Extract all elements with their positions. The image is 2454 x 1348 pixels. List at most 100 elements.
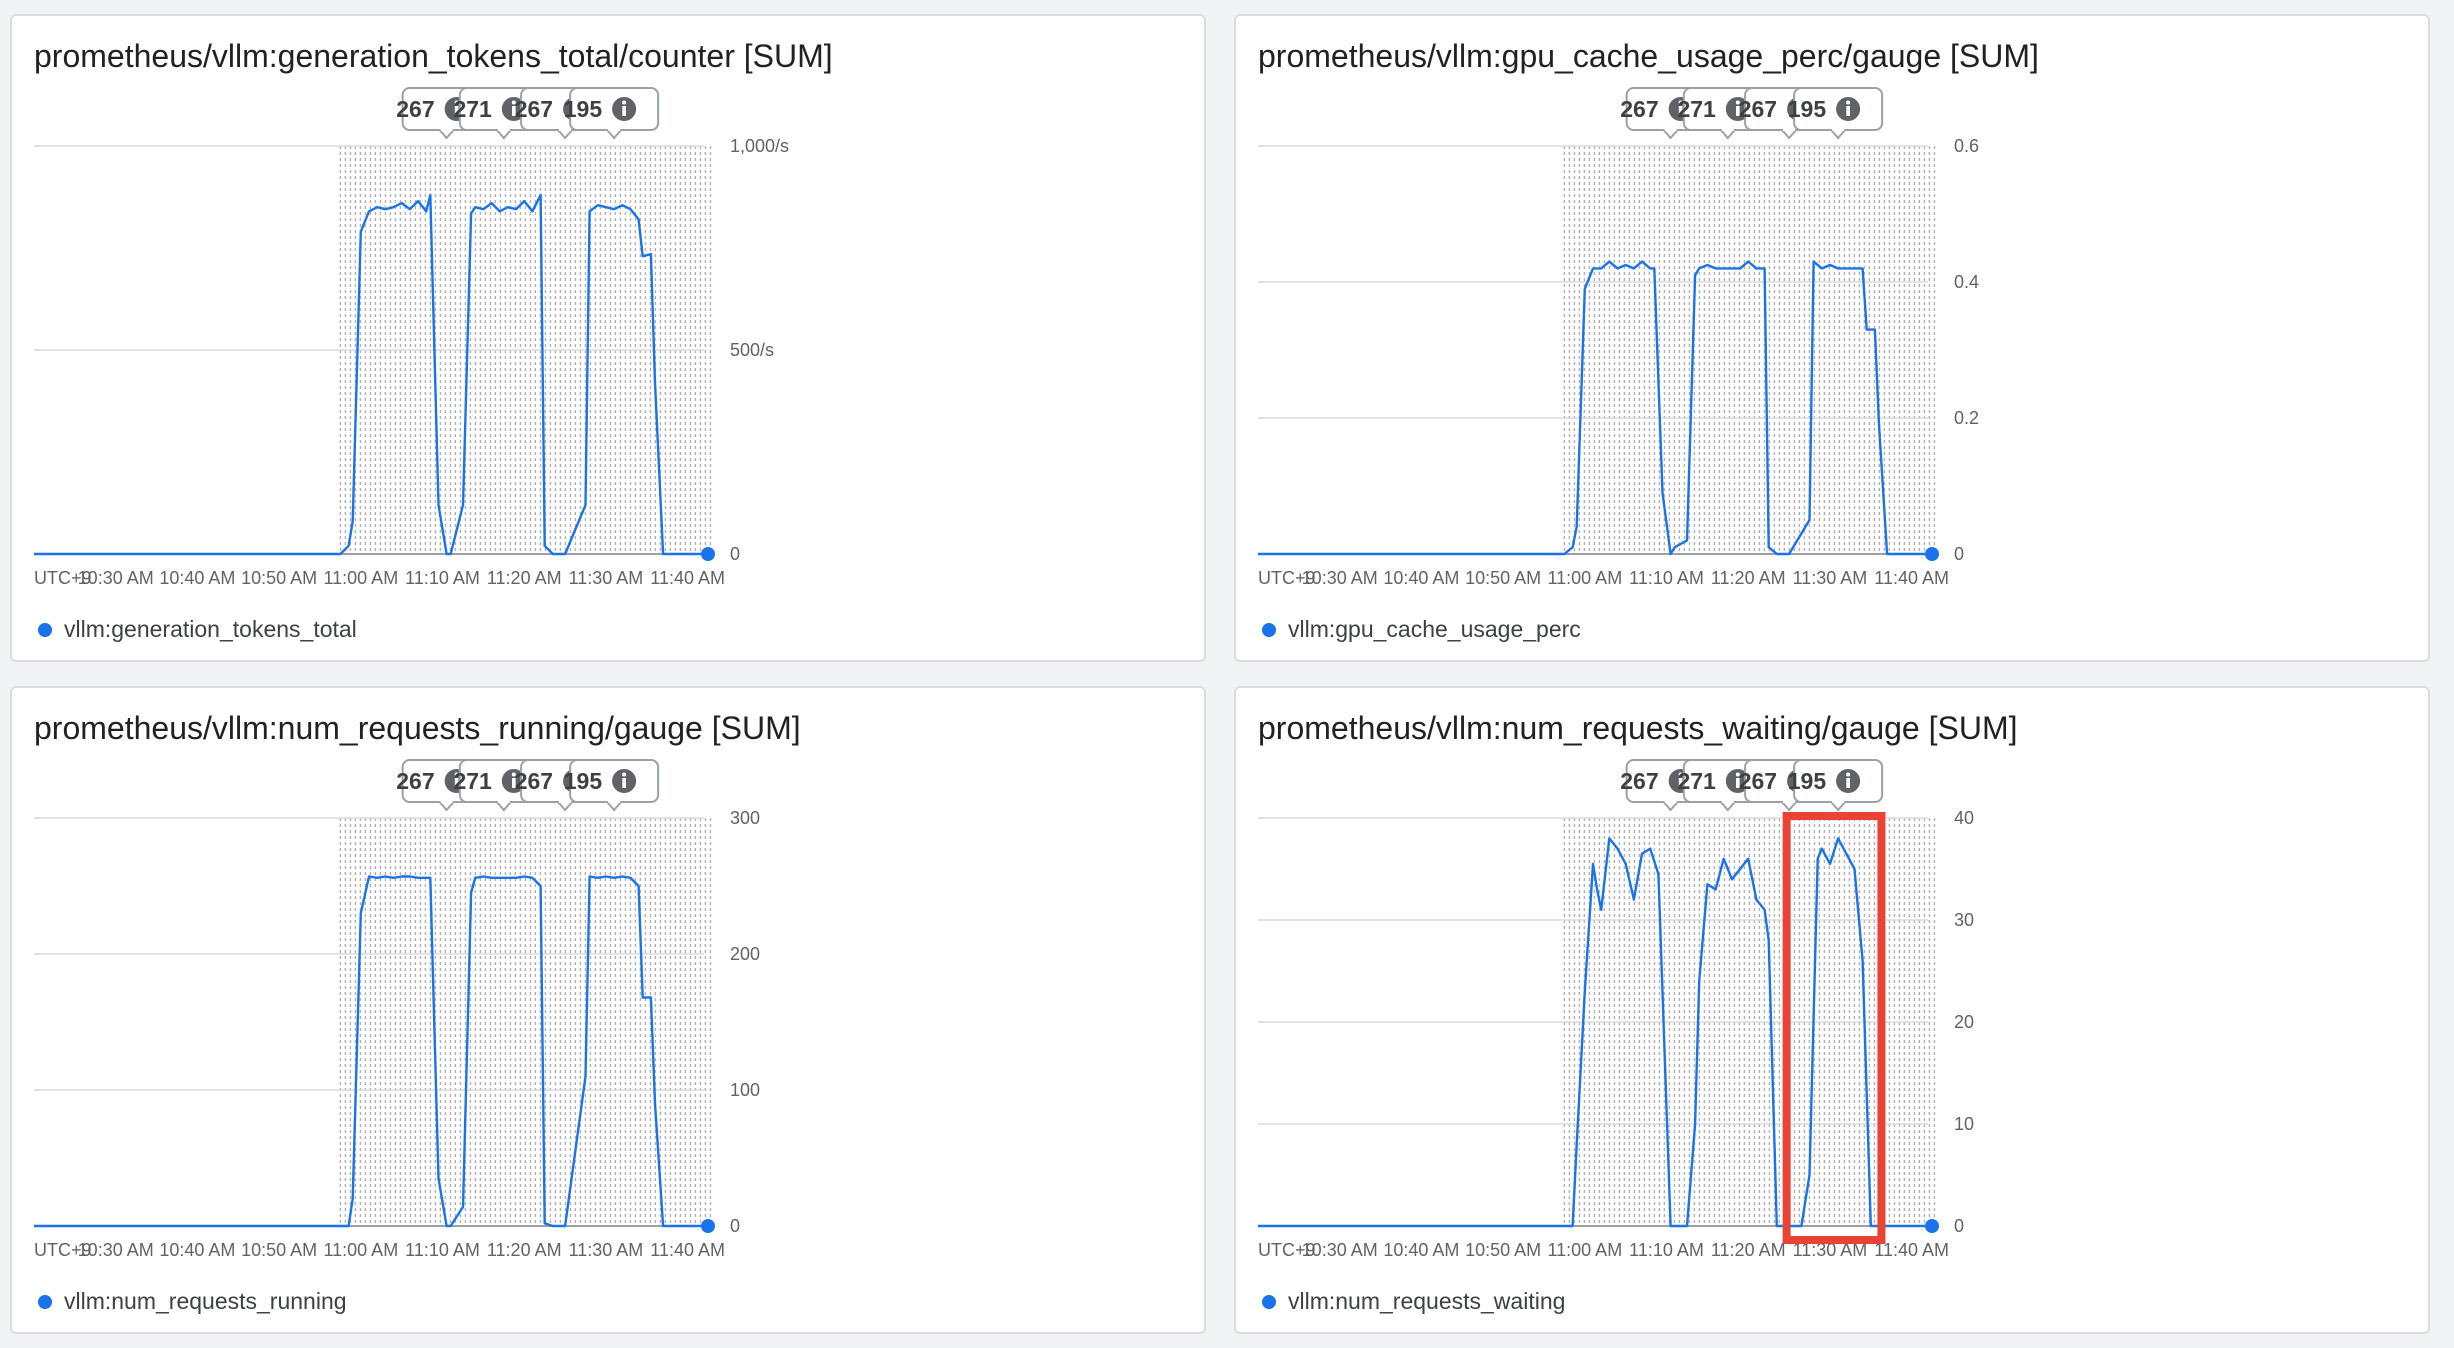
y-tick-label: 100 [730,1080,760,1100]
hatched-region [340,818,710,1226]
latest-point-marker [1925,1219,1939,1233]
y-tick-label: 300 [730,808,760,828]
legend-dot-icon [38,623,52,637]
y-tick-label: 0 [1954,1216,1964,1236]
badge-value: 267 [396,96,434,122]
badge-pointer-mask [559,800,571,803]
badge-value: 195 [564,768,603,794]
badge-pointer [1782,130,1796,138]
info-icon-dot [1846,773,1850,777]
legend-label: vllm:num_requests_waiting [1288,1288,1565,1315]
legend-label: vllm:generation_tokens_total [64,616,357,643]
badge-pointer-mask [498,800,510,803]
series-line [34,877,704,1227]
x-tick-label: 10:40 AM [159,568,235,588]
info-icon-stem [622,778,626,788]
x-tick-label: 11:40 AM [1874,1240,1949,1260]
badge-pointer-mask [1832,800,1844,803]
latest-point-marker [701,1219,715,1233]
info-icon [1836,97,1860,121]
badge-pointer-mask [1722,800,1734,803]
x-tick-label: 10:50 AM [241,568,317,588]
chart-plot[interactable]: 0 0.2 0.4 0.6 UTC+910:30 AM 10:40 AM 10:50 AM 1… [1236,16,2430,662]
x-tick-label: 10:50 AM [1465,1240,1541,1260]
info-icon-dot [622,773,626,777]
series-line [1258,262,1928,554]
badge-pointer-mask [608,128,620,131]
y-tick-label: 200 [730,944,760,964]
legend-dot-icon [1262,1295,1276,1309]
badge-value: 267 [1739,96,1777,122]
y-tick-label: 0.2 [1954,408,1979,428]
badge-value: 267 [1620,96,1658,122]
x-tick-label: 10:30 AM [78,568,154,588]
annotation-badge[interactable]: 195 [564,88,658,138]
x-tick-label: 11:00 AM [323,1240,398,1260]
badge-value: 271 [453,96,492,122]
badge-value: 271 [1677,768,1716,794]
info-icon [1836,769,1860,793]
x-tick-label: 10:50 AM [241,1240,317,1260]
badge-pointer-mask [441,800,453,803]
x-tick-label: 10:30 AM [78,1240,154,1260]
badge-pointer [1782,802,1796,810]
chart-legend[interactable]: vllm:num_requests_waiting [1258,1288,1565,1315]
badge-value: 267 [515,768,553,794]
series-line [1258,838,1928,1226]
chart-plot[interactable]: 0 500/s 1,000/s UTC+910:30 AM 10:40 AM 10:50 … [12,16,1206,662]
y-tick-label: 20 [1954,1012,1974,1032]
annotation-badge[interactable]: 195 [1788,88,1882,138]
x-tick-label: 11:10 AM [1629,568,1704,588]
badge-pointer [607,130,621,138]
annotation-badge[interactable]: 195 [1788,760,1882,810]
chart-plot[interactable]: 0 100 200 300 UTC+910:30 AM 10:40 AM 10:50 AM 1… [12,688,1206,1334]
chart-legend[interactable]: vllm:gpu_cache_usage_perc [1258,616,1581,643]
latest-point-marker [1925,547,1939,561]
info-icon-dot [622,101,626,105]
info-icon [612,97,636,121]
badge-pointer [497,802,511,810]
x-tick-label: 11:20 AM [487,1240,562,1260]
y-tick-label: 10 [1954,1114,1974,1134]
info-icon [612,769,636,793]
series-line [34,195,704,554]
badge-pointer [1664,130,1678,138]
badge-pointer-mask [1783,128,1795,131]
badge-pointer-mask [1665,800,1677,803]
badge-pointer [558,802,572,810]
badge-value: 271 [453,768,492,794]
badge-pointer [1664,802,1678,810]
x-tick-label: 11:30 AM [1793,568,1868,588]
legend-dot-icon [1262,623,1276,637]
x-tick-label: 10:40 AM [1383,1240,1459,1260]
x-tick-label: 11:00 AM [1547,1240,1622,1260]
badge-pointer-mask [1722,128,1734,131]
badge-pointer-mask [1665,128,1677,131]
legend-label: vllm:num_requests_running [64,1288,347,1315]
badge-value: 195 [1788,768,1827,794]
badge-pointer-mask [441,128,453,131]
chart-panel-gpu-cache-usage: prometheus/vllm:gpu_cache_usage_perc/gau… [1234,14,2430,662]
x-tick-label: 11:40 AM [1874,568,1949,588]
badge-pointer [1831,802,1845,810]
annotation-badge[interactable]: 195 [564,760,658,810]
hatched-region [1564,146,1934,554]
badge-value: 267 [396,768,434,794]
chart-plot[interactable]: 0 10 20 30 40 UTC+910:30 AM 10:40 AM 10:50 AM 11… [1236,688,2430,1334]
badge-value: 267 [515,96,553,122]
badge-value: 195 [1788,96,1827,122]
badge-pointer-mask [498,128,510,131]
x-tick-label: 10:30 AM [1302,568,1378,588]
chart-legend[interactable]: vllm:generation_tokens_total [34,616,357,643]
badge-pointer [607,802,621,810]
chart-legend[interactable]: vllm:num_requests_running [34,1288,347,1315]
x-tick-label: 10:40 AM [159,1240,235,1260]
info-icon-stem [622,106,626,116]
badge-value: 267 [1739,768,1777,794]
x-tick-label: 11:10 AM [405,568,480,588]
x-tick-label: 11:00 AM [1547,568,1622,588]
y-tick-label: 40 [1954,808,1974,828]
info-icon-stem [1846,778,1850,788]
x-tick-label: 11:20 AM [1711,568,1786,588]
x-tick-label: 11:20 AM [1711,1240,1786,1260]
